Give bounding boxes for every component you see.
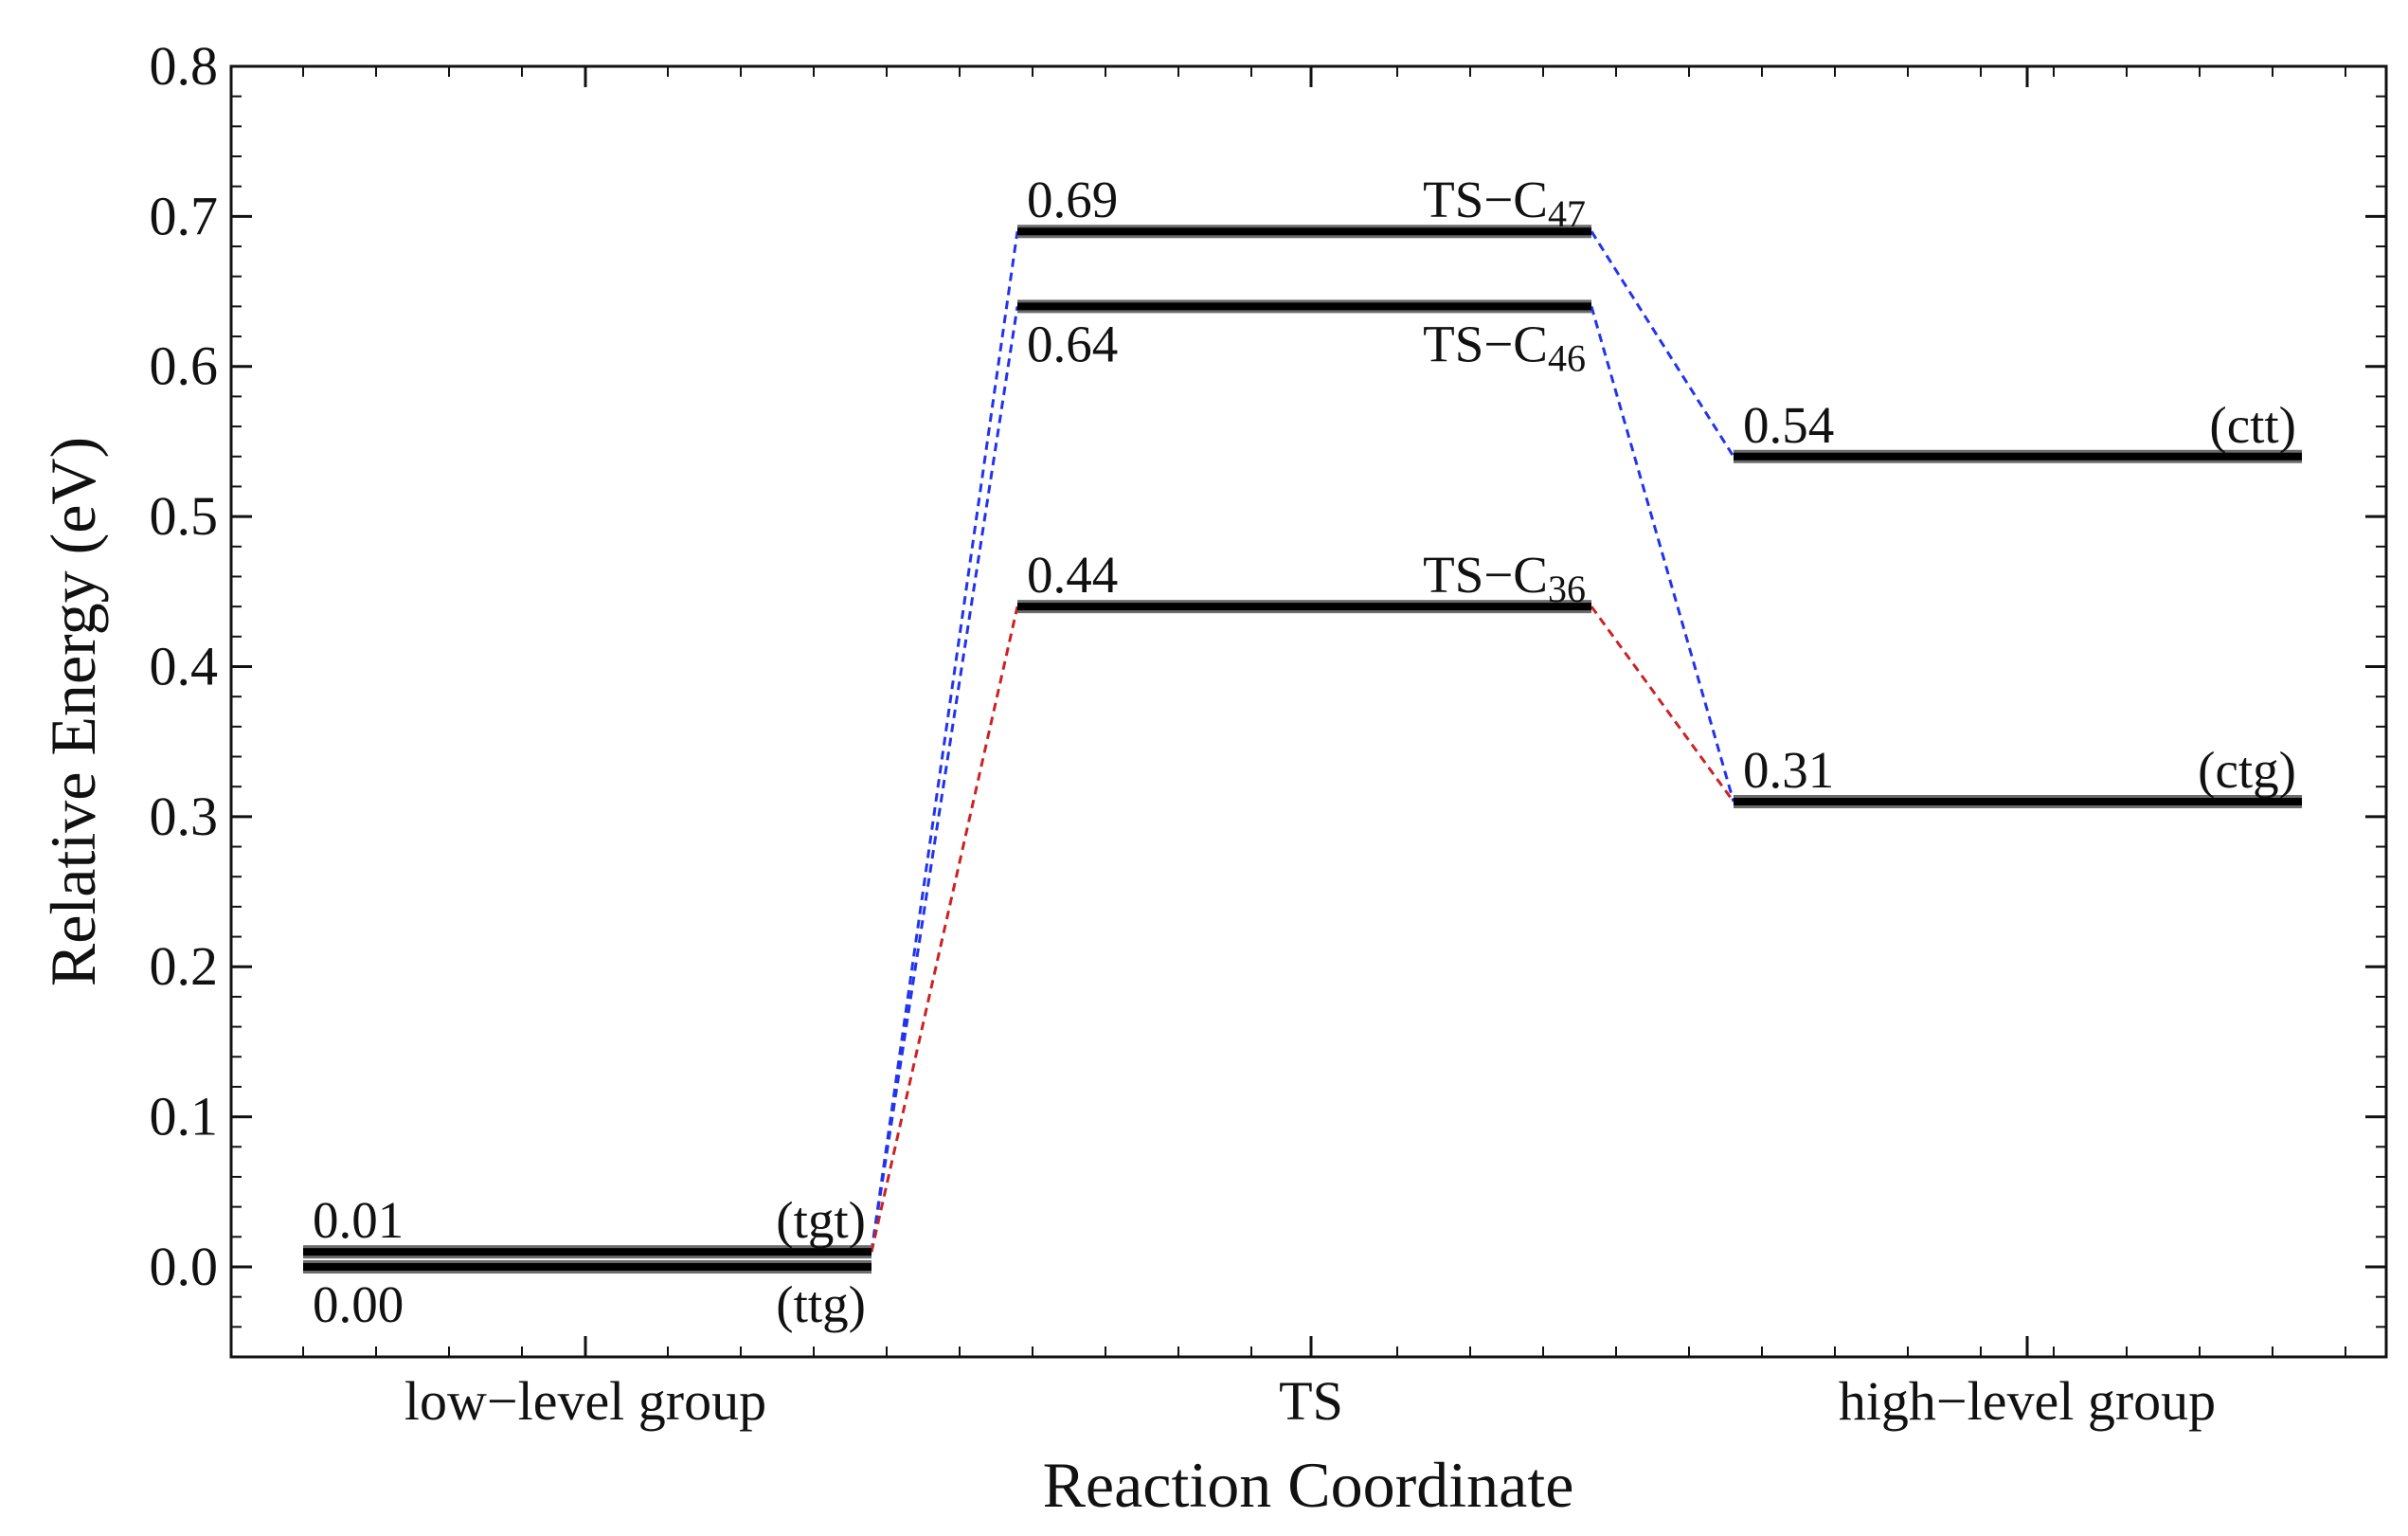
y-tick-label: 0.1 bbox=[150, 1086, 219, 1147]
level-name-ctg: (ctg) bbox=[2198, 741, 2296, 799]
level-value-ts47: 0.69 bbox=[1027, 171, 1118, 228]
level-value-ttg: 0.00 bbox=[313, 1275, 404, 1333]
level-name-tgt: (tgt) bbox=[776, 1191, 866, 1249]
x-category-label: TS bbox=[1279, 1370, 1343, 1432]
level-value-ts36: 0.44 bbox=[1027, 546, 1118, 604]
level-name-ts46: TS−C46 bbox=[1423, 315, 1586, 379]
level-labels: 0.00 (ttg) 0.01 (tgt) 0.69 TS−C47 0.64 TS−C46 0.… bbox=[313, 171, 2296, 1333]
y-axis-title: Relative Energy (eV) bbox=[37, 437, 109, 986]
y-tick-label: 0.4 bbox=[150, 635, 219, 696]
x-category-label: low−level group bbox=[404, 1370, 766, 1432]
connection-ts46-ctg bbox=[1590, 305, 1735, 803]
level-value-tgt: 0.01 bbox=[313, 1191, 404, 1249]
level-value-ctg: 0.31 bbox=[1743, 741, 1834, 799]
y-tick-label: 0.3 bbox=[150, 786, 219, 847]
connection-ts36-ctg bbox=[1590, 605, 1735, 803]
connection-tgt-ts46 bbox=[870, 306, 1019, 1253]
level-name-subscript: 47 bbox=[1548, 192, 1586, 235]
y-tick-label: 0.2 bbox=[150, 935, 219, 997]
y-tick-label: 0.6 bbox=[150, 335, 219, 397]
level-name-subscript: 46 bbox=[1548, 336, 1586, 379]
y-tick-label: 0.7 bbox=[150, 185, 219, 246]
y-tick-label: 0.0 bbox=[150, 1236, 219, 1297]
y-tick-label: 0.8 bbox=[150, 35, 219, 97]
level-value-ctt: 0.54 bbox=[1743, 396, 1834, 454]
plot-frame bbox=[229, 64, 2388, 1359]
level-value-ts46: 0.64 bbox=[1027, 315, 1118, 372]
y-tick-label: 0.5 bbox=[150, 485, 219, 547]
connection-ts47-ctt bbox=[1590, 230, 1735, 458]
energy-levels bbox=[303, 225, 2302, 1274]
level-name-ts36: TS−C36 bbox=[1423, 546, 1586, 610]
axis-ticks: 0.0 0.1 0.2 0.3 0.4 0.5 0.6 0.7 0.8 low−level gro… bbox=[150, 35, 2386, 1432]
connection-tgt-ts36 bbox=[870, 605, 1019, 1253]
connection-tgt-ts47 bbox=[870, 230, 1019, 1253]
level-name-subscript: 36 bbox=[1548, 568, 1586, 610]
x-category-label: high−level group bbox=[1839, 1370, 2216, 1432]
level-name-ctt: (ctt) bbox=[2209, 396, 2296, 454]
connection-lines bbox=[870, 230, 1735, 1253]
level-name-ts47: TS−C47 bbox=[1423, 171, 1586, 235]
level-name-ttg: (ttg) bbox=[776, 1275, 866, 1333]
x-axis-title: Reaction Coordinate bbox=[1043, 1449, 1574, 1521]
